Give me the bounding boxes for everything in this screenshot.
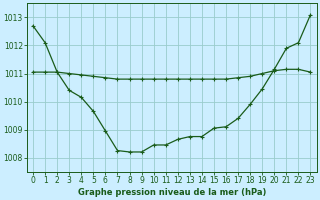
- X-axis label: Graphe pression niveau de la mer (hPa): Graphe pression niveau de la mer (hPa): [77, 188, 266, 197]
